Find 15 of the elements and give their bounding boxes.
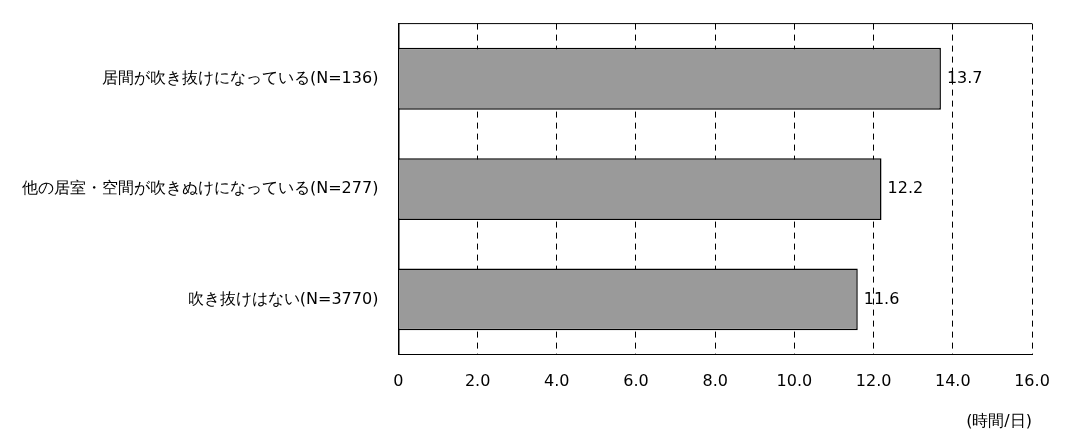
x-tick-label: 14.0: [934, 371, 971, 391]
x-axis-title: (時間/日): [966, 410, 1032, 430]
data-label: 11.6: [863, 288, 900, 308]
x-tick-label: 6.0: [623, 371, 649, 391]
x-tick-label: 10.0: [776, 371, 813, 391]
x-tick-label: 0: [393, 371, 404, 391]
x-tick-label: 2.0: [464, 371, 491, 391]
x-tick-label: 4.0: [544, 371, 570, 391]
y-tick-label: 居間が吹き抜けになっている(N=136): [101, 67, 379, 87]
data-label: 12.2: [887, 178, 924, 198]
x-tick-label: 8.0: [702, 371, 728, 391]
x-tick-label: 12.0: [855, 371, 892, 391]
x-tick-label: 16.0: [1014, 371, 1050, 391]
y-tick-label: 吹き抜けはない(N=3770): [187, 288, 379, 308]
y-tick-label: 他の居室・空間が吹きぬけになっている(N=277): [21, 178, 379, 198]
